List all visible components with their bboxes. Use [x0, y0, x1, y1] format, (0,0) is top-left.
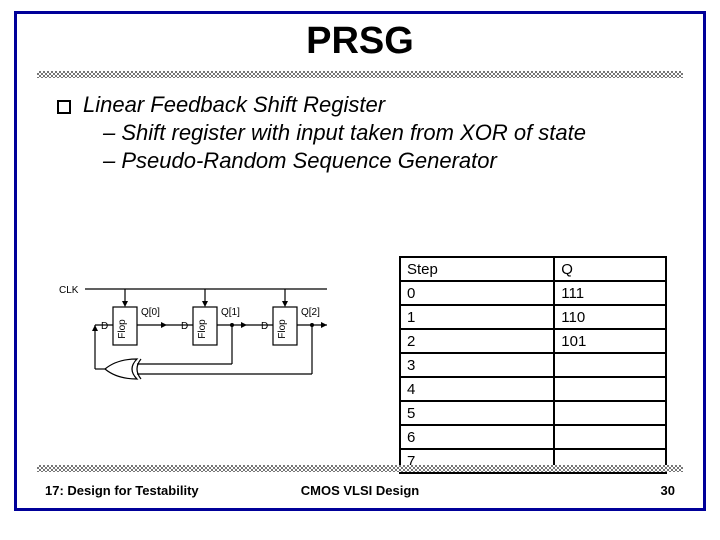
clk-label: CLK	[59, 285, 79, 296]
q0-label: Q[0]	[141, 307, 160, 318]
cell-q: 110	[554, 305, 666, 329]
flop-label: Flop	[117, 319, 128, 339]
header-step: Step	[400, 257, 554, 281]
divider-bottom	[37, 465, 683, 472]
table-row: 3	[400, 353, 666, 377]
bullet-sub1: – Shift register with input taken from X…	[103, 120, 673, 146]
table-row: 1110	[400, 305, 666, 329]
cell-step: 2	[400, 329, 554, 353]
cell-q	[554, 353, 666, 377]
cell-q	[554, 425, 666, 449]
bullet-box-icon	[57, 100, 71, 114]
cell-step: 4	[400, 377, 554, 401]
cell-step: 6	[400, 425, 554, 449]
cell-q: 111	[554, 281, 666, 305]
cell-step: 3	[400, 353, 554, 377]
cell-step: 1	[400, 305, 554, 329]
content-area: Linear Feedback Shift Register – Shift r…	[57, 92, 673, 174]
table-row: 6	[400, 425, 666, 449]
bullet-main: Linear Feedback Shift Register	[57, 92, 673, 118]
cell-q	[554, 401, 666, 425]
bullet-main-text: Linear Feedback Shift Register	[83, 92, 385, 118]
slide-border: PRSG Linear Feedback Shift Register – Sh…	[14, 11, 706, 511]
table-row: 2101	[400, 329, 666, 353]
table-row: 4	[400, 377, 666, 401]
table-header-row: Step Q	[400, 257, 666, 281]
circuit-diagram: .w { stroke:#000; stroke-width:1.2; fill…	[57, 269, 347, 399]
bullet-sub1-text: Shift register with input taken from XOR…	[121, 120, 586, 145]
footer-center: CMOS VLSI Design	[17, 483, 703, 498]
d-label: D	[101, 321, 108, 332]
bullet-sub2: – Pseudo-Random Sequence Generator	[103, 148, 673, 174]
flop-label: Flop	[197, 319, 208, 339]
header-q: Q	[554, 257, 666, 281]
d-label: D	[261, 321, 268, 332]
footer: 17: Design for Testability CMOS VLSI Des…	[17, 483, 703, 498]
table-row: 0111	[400, 281, 666, 305]
cell-q	[554, 377, 666, 401]
slide-title: PRSG	[17, 20, 703, 63]
cell-step: 5	[400, 401, 554, 425]
divider-top	[37, 71, 683, 78]
flop-label: Flop	[277, 319, 288, 339]
cell-q: 101	[554, 329, 666, 353]
cell-step: 0	[400, 281, 554, 305]
d-label: D	[181, 321, 188, 332]
sequence-table: Step Q 0111 1110 2101 3 4 5 6 7	[399, 256, 667, 474]
table-row: 5	[400, 401, 666, 425]
q1-label: Q[1]	[221, 307, 240, 318]
bullet-sub2-text: Pseudo-Random Sequence Generator	[121, 148, 496, 173]
q2-label: Q[2]	[301, 307, 320, 318]
